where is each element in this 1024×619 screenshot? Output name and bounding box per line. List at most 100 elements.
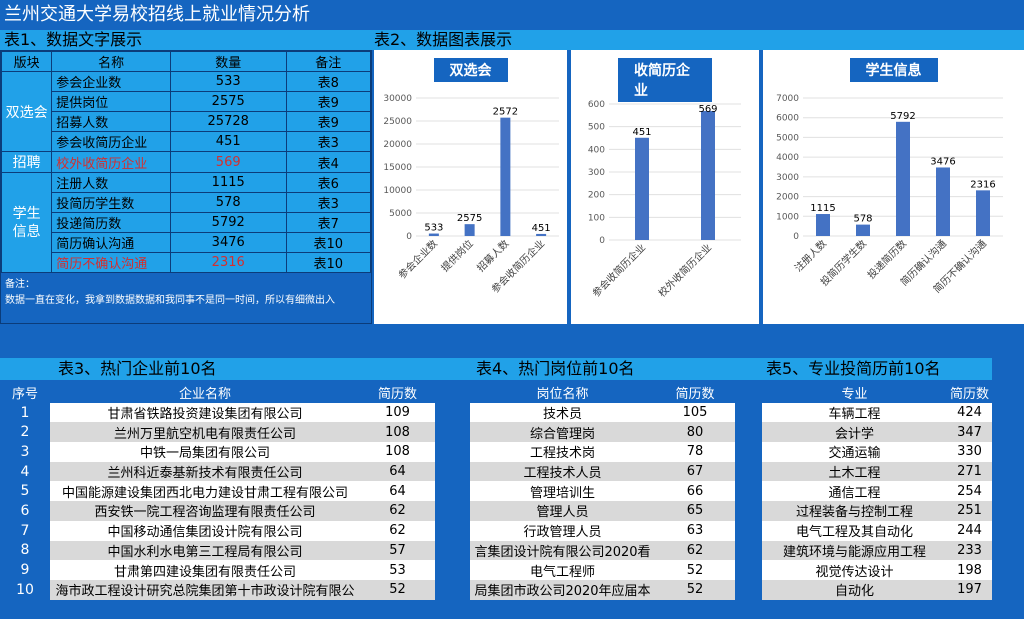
table-row: 电气工程师 52 — [470, 560, 735, 580]
table-row: 招募人数 25728 表9 — [2, 111, 372, 132]
bar — [464, 224, 475, 236]
data-label: 2575 — [457, 213, 482, 224]
table-row: 自动化 197 — [762, 579, 992, 600]
note-cell: 表9 — [285, 91, 372, 112]
count-cell: 197 — [947, 579, 992, 600]
name-cell: 管理培训生 — [470, 481, 655, 502]
name-cell: 交通运输 — [762, 442, 947, 462]
count-cell: 347 — [947, 422, 992, 443]
num-cell: 1115 — [169, 172, 287, 193]
name-cell: 兰州万里航空机电有限责任公司 — [50, 422, 360, 443]
page-title: 兰州交通大学易校招线上就业情况分析 — [0, 0, 1024, 30]
table5-title: 表5、专业投简历前10名 — [762, 358, 992, 380]
table3-title: 表3、热门企业前10名 — [0, 358, 470, 380]
count-cell: 108 — [360, 422, 435, 443]
name-cell: 兰州科近泰基新技术有限责任公司 — [50, 461, 360, 482]
bar — [500, 117, 511, 236]
name-cell: 海市政工程设计研究总院集团第十市政设计院有限公 — [50, 579, 360, 600]
y-tick-label: 3000 — [776, 173, 799, 183]
name-cell: 简历确认沟通 — [51, 232, 171, 253]
note-cell: 表7 — [285, 212, 372, 233]
table-row: 过程装备与控制工程 251 — [762, 501, 992, 521]
y-tick-label: 30000 — [383, 94, 412, 104]
count-cell: 80 — [655, 422, 735, 443]
count-cell: 78 — [655, 442, 735, 462]
num-cell: 578 — [169, 192, 287, 213]
table-row: 6 西安铁一院工程咨询监理有限责任公司 62 — [0, 501, 435, 521]
count-cell: 198 — [947, 560, 992, 580]
table-row: 2 兰州万里航空机电有限责任公司 108 — [0, 422, 435, 443]
name-cell: 提供岗位 — [51, 91, 171, 112]
table-row: 7 中国移动通信集团设计院有限公司 62 — [0, 520, 435, 541]
name-cell: 中国能源建设集团西北电力建设甘肃工程有限公司 — [50, 481, 360, 502]
num-cell: 5792 — [169, 212, 287, 233]
x-tick-label: 提供岗位 — [438, 237, 475, 274]
index-cell: 8 — [20, 542, 30, 559]
y-tick-label: 10000 — [383, 186, 412, 196]
x-tick-label: 注册人数 — [792, 237, 829, 274]
index-cell: 9 — [20, 562, 30, 579]
name-cell: 甘肃省铁路投资建设集团有限公司 — [50, 402, 360, 423]
note-cell: 表6 — [285, 172, 372, 193]
table-row: 双选会 参会企业数 533 表8 — [0, 71, 372, 152]
y-tick-label: 15000 — [383, 163, 412, 173]
table-row: 学生信息 注册人数 1115 表6 — [0, 172, 372, 273]
chart-svg: 0 1000 2000 3000 4000 5000 6000 7000 1115 注册人数 578… — [776, 94, 1003, 296]
chart-resume-companies: 0 100 200 300 400 500 600 451 参会收简历企业 569 校外收简历企业 … — [571, 50, 759, 324]
count-cell: 62 — [360, 501, 435, 521]
bar — [635, 137, 649, 240]
bar — [856, 224, 870, 236]
table-row: 土木工程 271 — [762, 461, 992, 482]
count-cell: 52 — [655, 579, 735, 600]
table-row: 招聘 校外收简历企业 569 表4 — [0, 151, 372, 173]
table-row: 车辆工程 424 — [762, 402, 992, 423]
chart-title: 收简历企业 — [618, 58, 712, 102]
count-cell: 108 — [360, 442, 435, 462]
count-cell: 66 — [655, 481, 735, 502]
header-cell: 名称 — [51, 51, 171, 72]
name-cell: 电气工程师 — [470, 560, 655, 580]
count-cell: 53 — [360, 560, 435, 580]
bar — [701, 111, 715, 240]
name-cell: 自动化 — [762, 579, 947, 600]
name-cell: 管理人员 — [470, 501, 655, 521]
count-cell: 52 — [360, 579, 435, 600]
count-cell: 330 — [947, 442, 992, 462]
index-cell: 2 — [20, 424, 30, 441]
header-cell: 序号 — [11, 387, 38, 403]
chart-svg: 0 5000 10000 15000 20000 25000 30000 533 参会企业数 25… — [383, 94, 559, 296]
table-row: 管理培训生 66 — [470, 481, 735, 502]
table-row: 工程技术人员 67 — [470, 461, 735, 482]
table-row: 5 中国能源建设集团西北电力建设甘肃工程有限公司 64 — [0, 481, 435, 502]
count-cell: 65 — [655, 501, 735, 521]
count-cell: 63 — [655, 520, 735, 541]
y-tick-label: 5000 — [389, 209, 412, 219]
x-tick-label: 参会企业数 — [395, 237, 440, 282]
data-text-table: 版块 名称 数量 备注 双选会 参会企业数 533 表8 提供岗位 2575 表… — [0, 50, 372, 324]
note-cell: 表10 — [285, 252, 372, 273]
chart-student-info: 0 1000 2000 3000 4000 5000 6000 7000 1115 注册人数 578… — [763, 50, 1024, 324]
block-cell: 双选会 — [0, 71, 53, 152]
note-cell: 表10 — [285, 232, 372, 253]
table-row: 电气工程及其自动化 244 — [762, 520, 992, 541]
count-cell: 109 — [360, 402, 435, 423]
data-label: 578 — [853, 214, 872, 225]
header-cell: 简历数 — [377, 387, 417, 403]
table-row: 简历不确认沟通 2316 表10 — [2, 252, 372, 273]
index-cell: 10 — [16, 581, 34, 598]
header-cell: 岗位名称 — [536, 387, 589, 403]
bar — [976, 190, 990, 236]
num-cell: 451 — [169, 131, 287, 152]
top-companies-table: 序号 企业名称 简历数 1 甘肃省铁路投资建设集团有限公司 109 2 兰州万里航空机电有限责… — [0, 383, 435, 600]
name-cell: 行政管理人员 — [470, 520, 655, 541]
note-cell: 表3 — [285, 192, 372, 213]
table-row: 视觉传达设计 198 — [762, 560, 992, 580]
y-tick-label: 1000 — [776, 212, 799, 222]
table-header-row: 版块 名称 数量 备注 — [0, 51, 372, 72]
name-cell: 参会收简历企业 — [51, 131, 171, 152]
count-cell: 62 — [360, 520, 435, 541]
index-cell: 4 — [20, 463, 30, 480]
data-label: 1115 — [810, 203, 835, 214]
y-tick-label: 20000 — [383, 140, 412, 150]
note-cell: 表9 — [285, 111, 372, 132]
